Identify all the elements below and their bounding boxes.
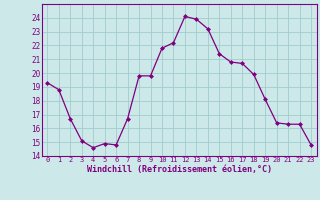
X-axis label: Windchill (Refroidissement éolien,°C): Windchill (Refroidissement éolien,°C) <box>87 165 272 174</box>
